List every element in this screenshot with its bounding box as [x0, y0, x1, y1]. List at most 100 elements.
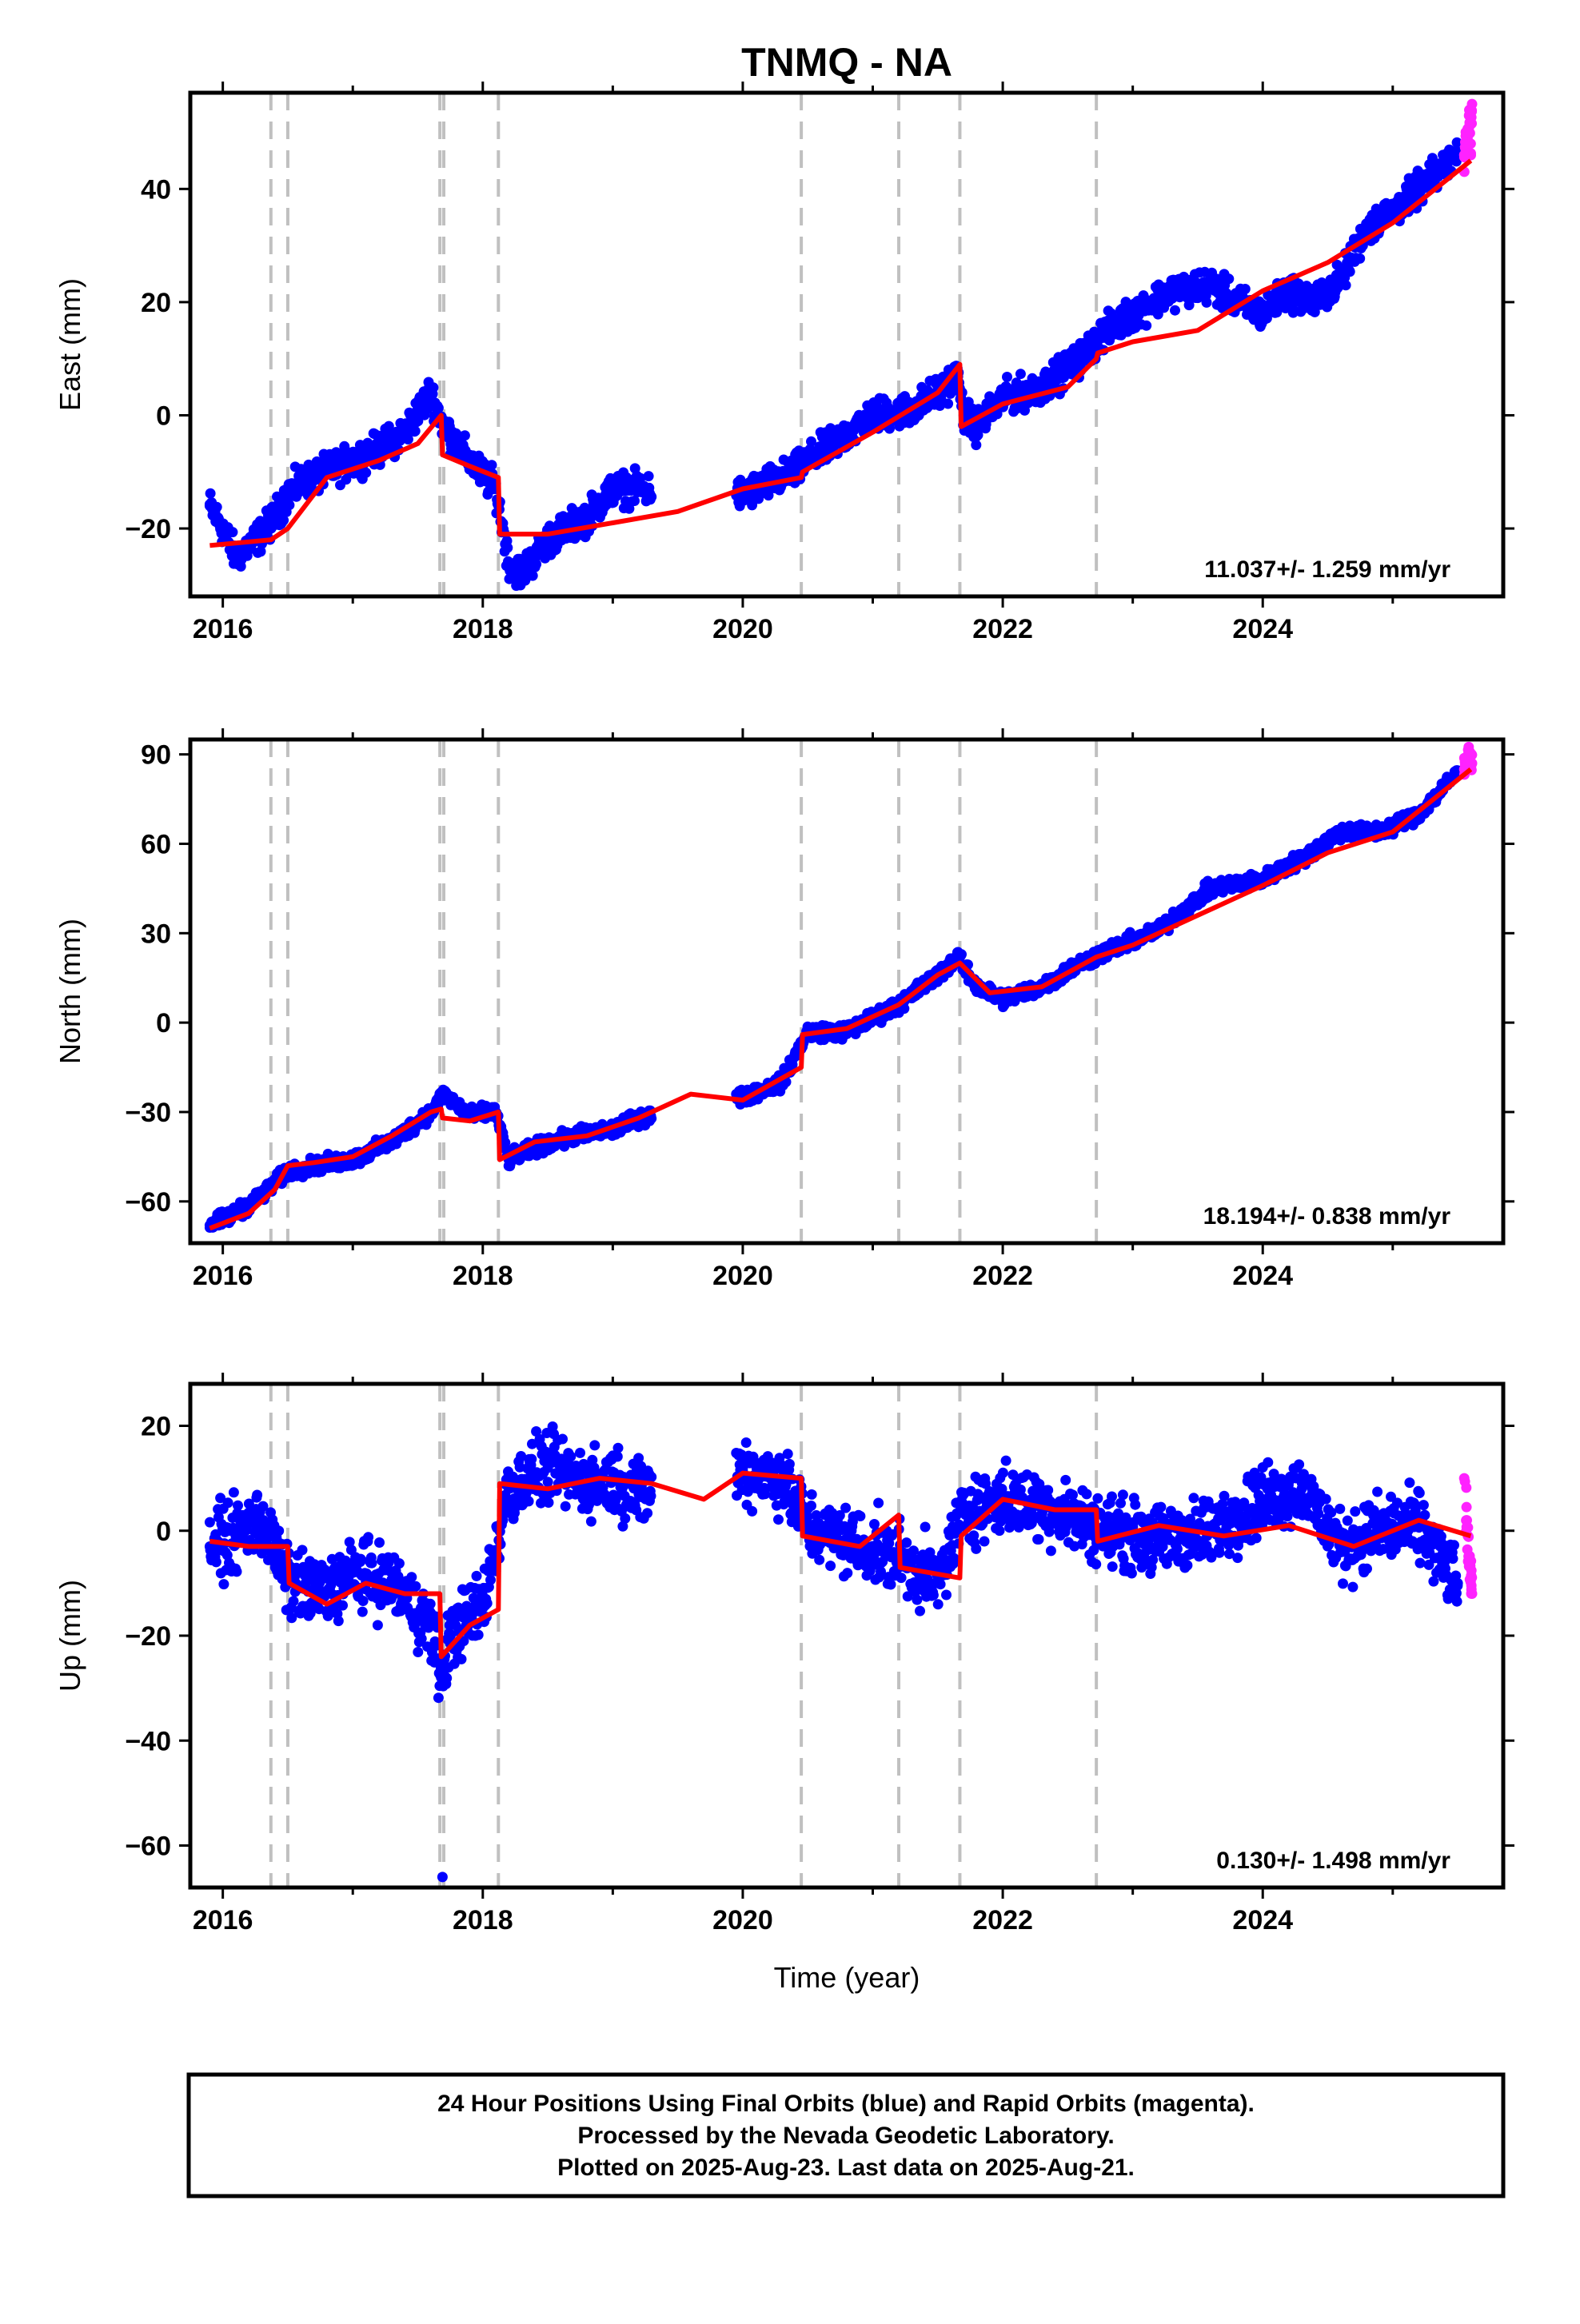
final-orbit-point: [289, 1596, 299, 1606]
final-orbit-point: [581, 512, 592, 522]
final-orbit-point: [357, 1607, 368, 1617]
final-orbit-point: [1015, 369, 1026, 379]
rate-label: 18.194+/- 0.838 mm/yr: [1203, 1203, 1451, 1230]
final-orbit-point: [333, 1616, 344, 1626]
rapid-orbit-point: [1466, 99, 1477, 110]
final-orbit-point: [613, 1443, 624, 1453]
final-orbit-point: [868, 410, 878, 421]
final-orbit-point: [457, 1654, 467, 1664]
final-orbit-point: [223, 1497, 233, 1508]
final-orbit-point: [1439, 161, 1450, 172]
final-orbit-point: [1095, 331, 1106, 341]
final-orbit-point: [1075, 353, 1086, 364]
final-orbit-point: [439, 1089, 449, 1099]
final-orbit-point: [620, 1513, 630, 1524]
final-orbit-point: [217, 524, 228, 534]
x-tick-label: 2024: [1232, 614, 1293, 644]
final-orbit-point: [1170, 305, 1180, 316]
final-orbit-point: [526, 1454, 537, 1465]
final-orbit-point: [1345, 266, 1355, 277]
final-orbit-point: [410, 426, 421, 436]
final-orbit-point: [367, 1558, 377, 1569]
final-orbit-point: [952, 952, 963, 963]
panel-frame: [190, 93, 1503, 596]
x-tick-label: 2018: [453, 1261, 513, 1291]
y-axis-label: North (mm): [54, 919, 86, 1064]
y-tick-label: 0: [156, 1008, 171, 1038]
final-orbit-point: [218, 1579, 229, 1589]
y-tick-label: 30: [141, 919, 171, 949]
final-orbit-point: [972, 421, 982, 432]
final-orbit-point: [400, 427, 410, 437]
final-orbit-point: [1202, 297, 1212, 308]
final-orbit-point: [394, 1558, 405, 1569]
y-tick-label: 20: [141, 288, 171, 318]
plot-area: [205, 739, 1478, 1243]
plot-area: [205, 1384, 1478, 1888]
final-orbit-point: [232, 1566, 242, 1577]
final-orbit-point: [297, 1545, 308, 1555]
final-orbit-point: [1223, 273, 1234, 284]
final-orbit-point: [524, 1496, 534, 1506]
final-orbit-point: [229, 1487, 239, 1497]
final-orbit-point: [211, 1557, 221, 1567]
final-orbit-point: [282, 489, 293, 500]
final-orbit-point: [1335, 827, 1346, 837]
x-tick-label: 2020: [712, 1261, 773, 1291]
final-orbit-point: [425, 388, 436, 398]
rapid-orbit-point: [1459, 149, 1470, 160]
final-orbit-point: [943, 399, 953, 409]
final-orbit-point: [531, 559, 541, 569]
final-orbit-point: [1240, 284, 1251, 294]
final-orbit-point: [233, 1501, 243, 1511]
final-orbit-point: [227, 527, 237, 537]
final-orbit-point: [1335, 274, 1346, 285]
final-orbit-point: [1414, 184, 1424, 194]
rate-label: 11.037+/- 1.259 mm/yr: [1204, 556, 1450, 583]
x-tick-label: 2016: [193, 614, 253, 644]
y-tick-label: −30: [125, 1098, 171, 1128]
x-tick-label: 2022: [972, 1261, 1033, 1291]
final-orbit-point: [273, 1525, 284, 1536]
final-orbit-point: [1362, 223, 1372, 233]
x-tick-label: 2018: [453, 614, 513, 644]
final-orbit-point: [828, 438, 839, 448]
final-orbit-point: [485, 1575, 496, 1585]
final-orbit-point: [205, 500, 215, 511]
final-orbit-point: [1002, 372, 1012, 382]
model-line: [209, 161, 1470, 545]
final-orbit-point: [205, 1517, 215, 1528]
final-orbit-point: [406, 1572, 417, 1582]
final-orbit-point: [230, 552, 241, 562]
final-orbit-cloud: [205, 765, 1463, 1233]
x-tick-label: 2016: [193, 1261, 253, 1291]
plot-area: [205, 93, 1478, 596]
final-orbit-point: [575, 1448, 585, 1458]
final-orbit-point: [252, 1490, 262, 1501]
x-tick-label: 2020: [712, 614, 773, 644]
final-orbit-point: [502, 543, 513, 553]
final-orbit-point: [348, 456, 358, 466]
rapid-orbit-point: [1464, 746, 1474, 756]
final-orbit-point: [472, 1571, 482, 1581]
final-orbit-point: [1167, 285, 1177, 296]
final-orbit-point: [1387, 206, 1398, 217]
y-axis-label: East (mm): [54, 278, 86, 411]
final-orbit-point: [517, 568, 527, 579]
final-orbit-point: [363, 1532, 373, 1542]
final-orbit-point: [373, 444, 384, 454]
final-orbit-point: [1283, 285, 1294, 296]
final-orbit-point: [646, 492, 656, 502]
final-orbit-point: [544, 1497, 554, 1508]
model-line: [209, 769, 1470, 1228]
rapid-orbit-point: [1464, 110, 1474, 121]
final-orbit-point: [374, 1537, 385, 1548]
final-orbit-point: [557, 1434, 568, 1445]
final-orbit-point: [433, 1692, 444, 1703]
final-orbit-point: [1206, 883, 1216, 894]
final-orbit-point: [1258, 309, 1268, 319]
